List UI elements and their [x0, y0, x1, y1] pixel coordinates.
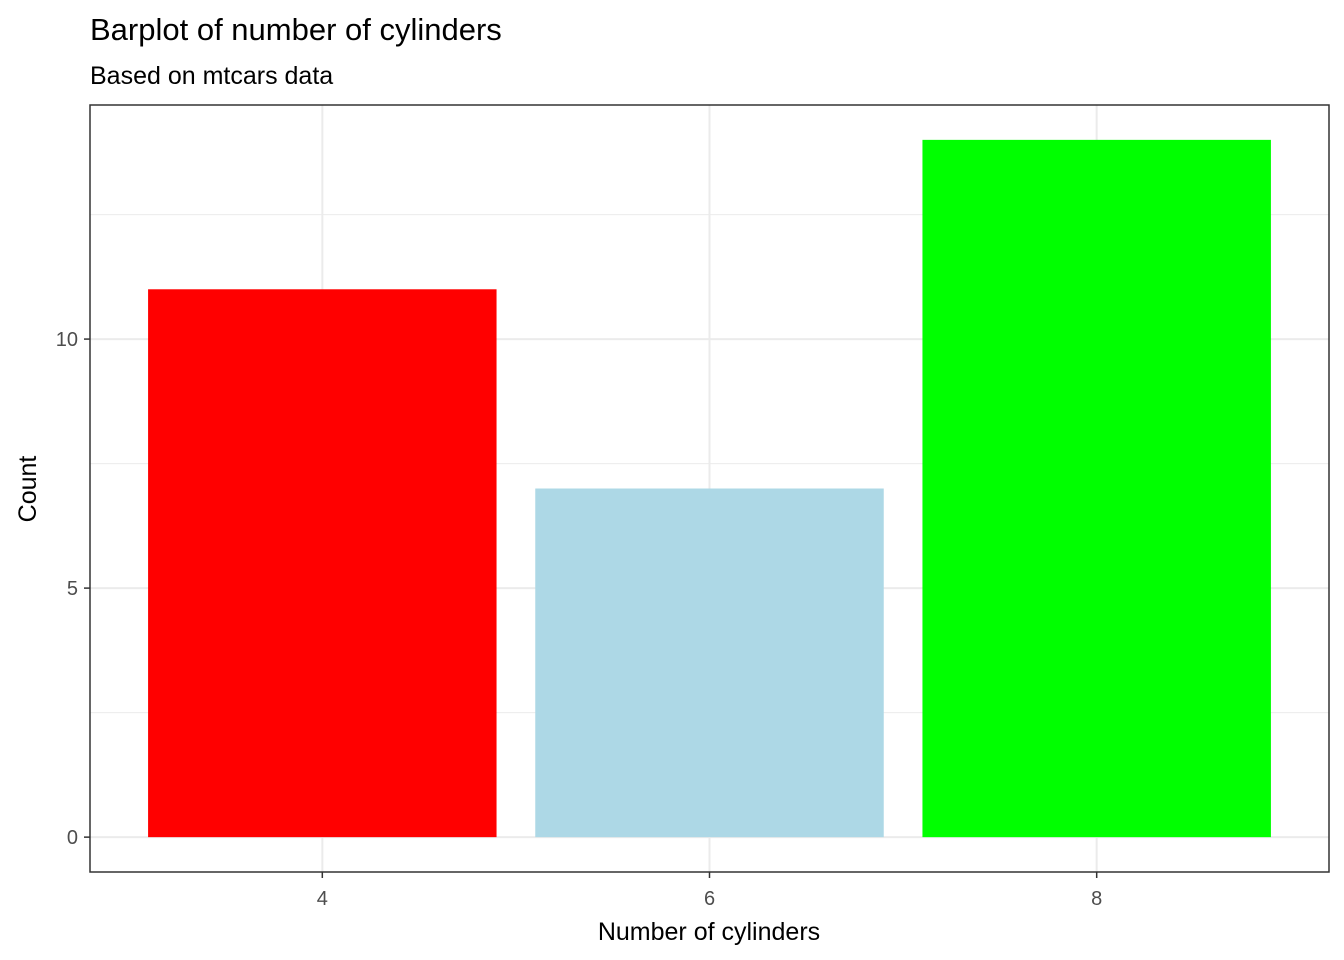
y-tick-label: 5: [67, 578, 78, 600]
bars-group: [148, 139, 1271, 838]
bar-cyl-6: [535, 488, 884, 838]
x-tick-label: 6: [704, 888, 715, 910]
y-tick-label: 10: [56, 329, 78, 351]
y-axis: 0 5 10: [56, 329, 90, 849]
x-tick-label: 8: [1091, 888, 1102, 910]
x-axis-title: Number of cylinders: [598, 918, 820, 946]
x-tick-label: 4: [317, 888, 328, 910]
y-axis-title: Count: [14, 456, 42, 523]
bar-cyl-8: [922, 139, 1271, 838]
x-axis: 4 6 8: [317, 872, 1102, 910]
y-tick-label: 0: [67, 827, 78, 849]
chart-subtitle: Based on mtcars data: [90, 62, 333, 90]
chart-title: Barplot of number of cylinders: [90, 12, 502, 47]
bar-cyl-4: [148, 289, 497, 838]
